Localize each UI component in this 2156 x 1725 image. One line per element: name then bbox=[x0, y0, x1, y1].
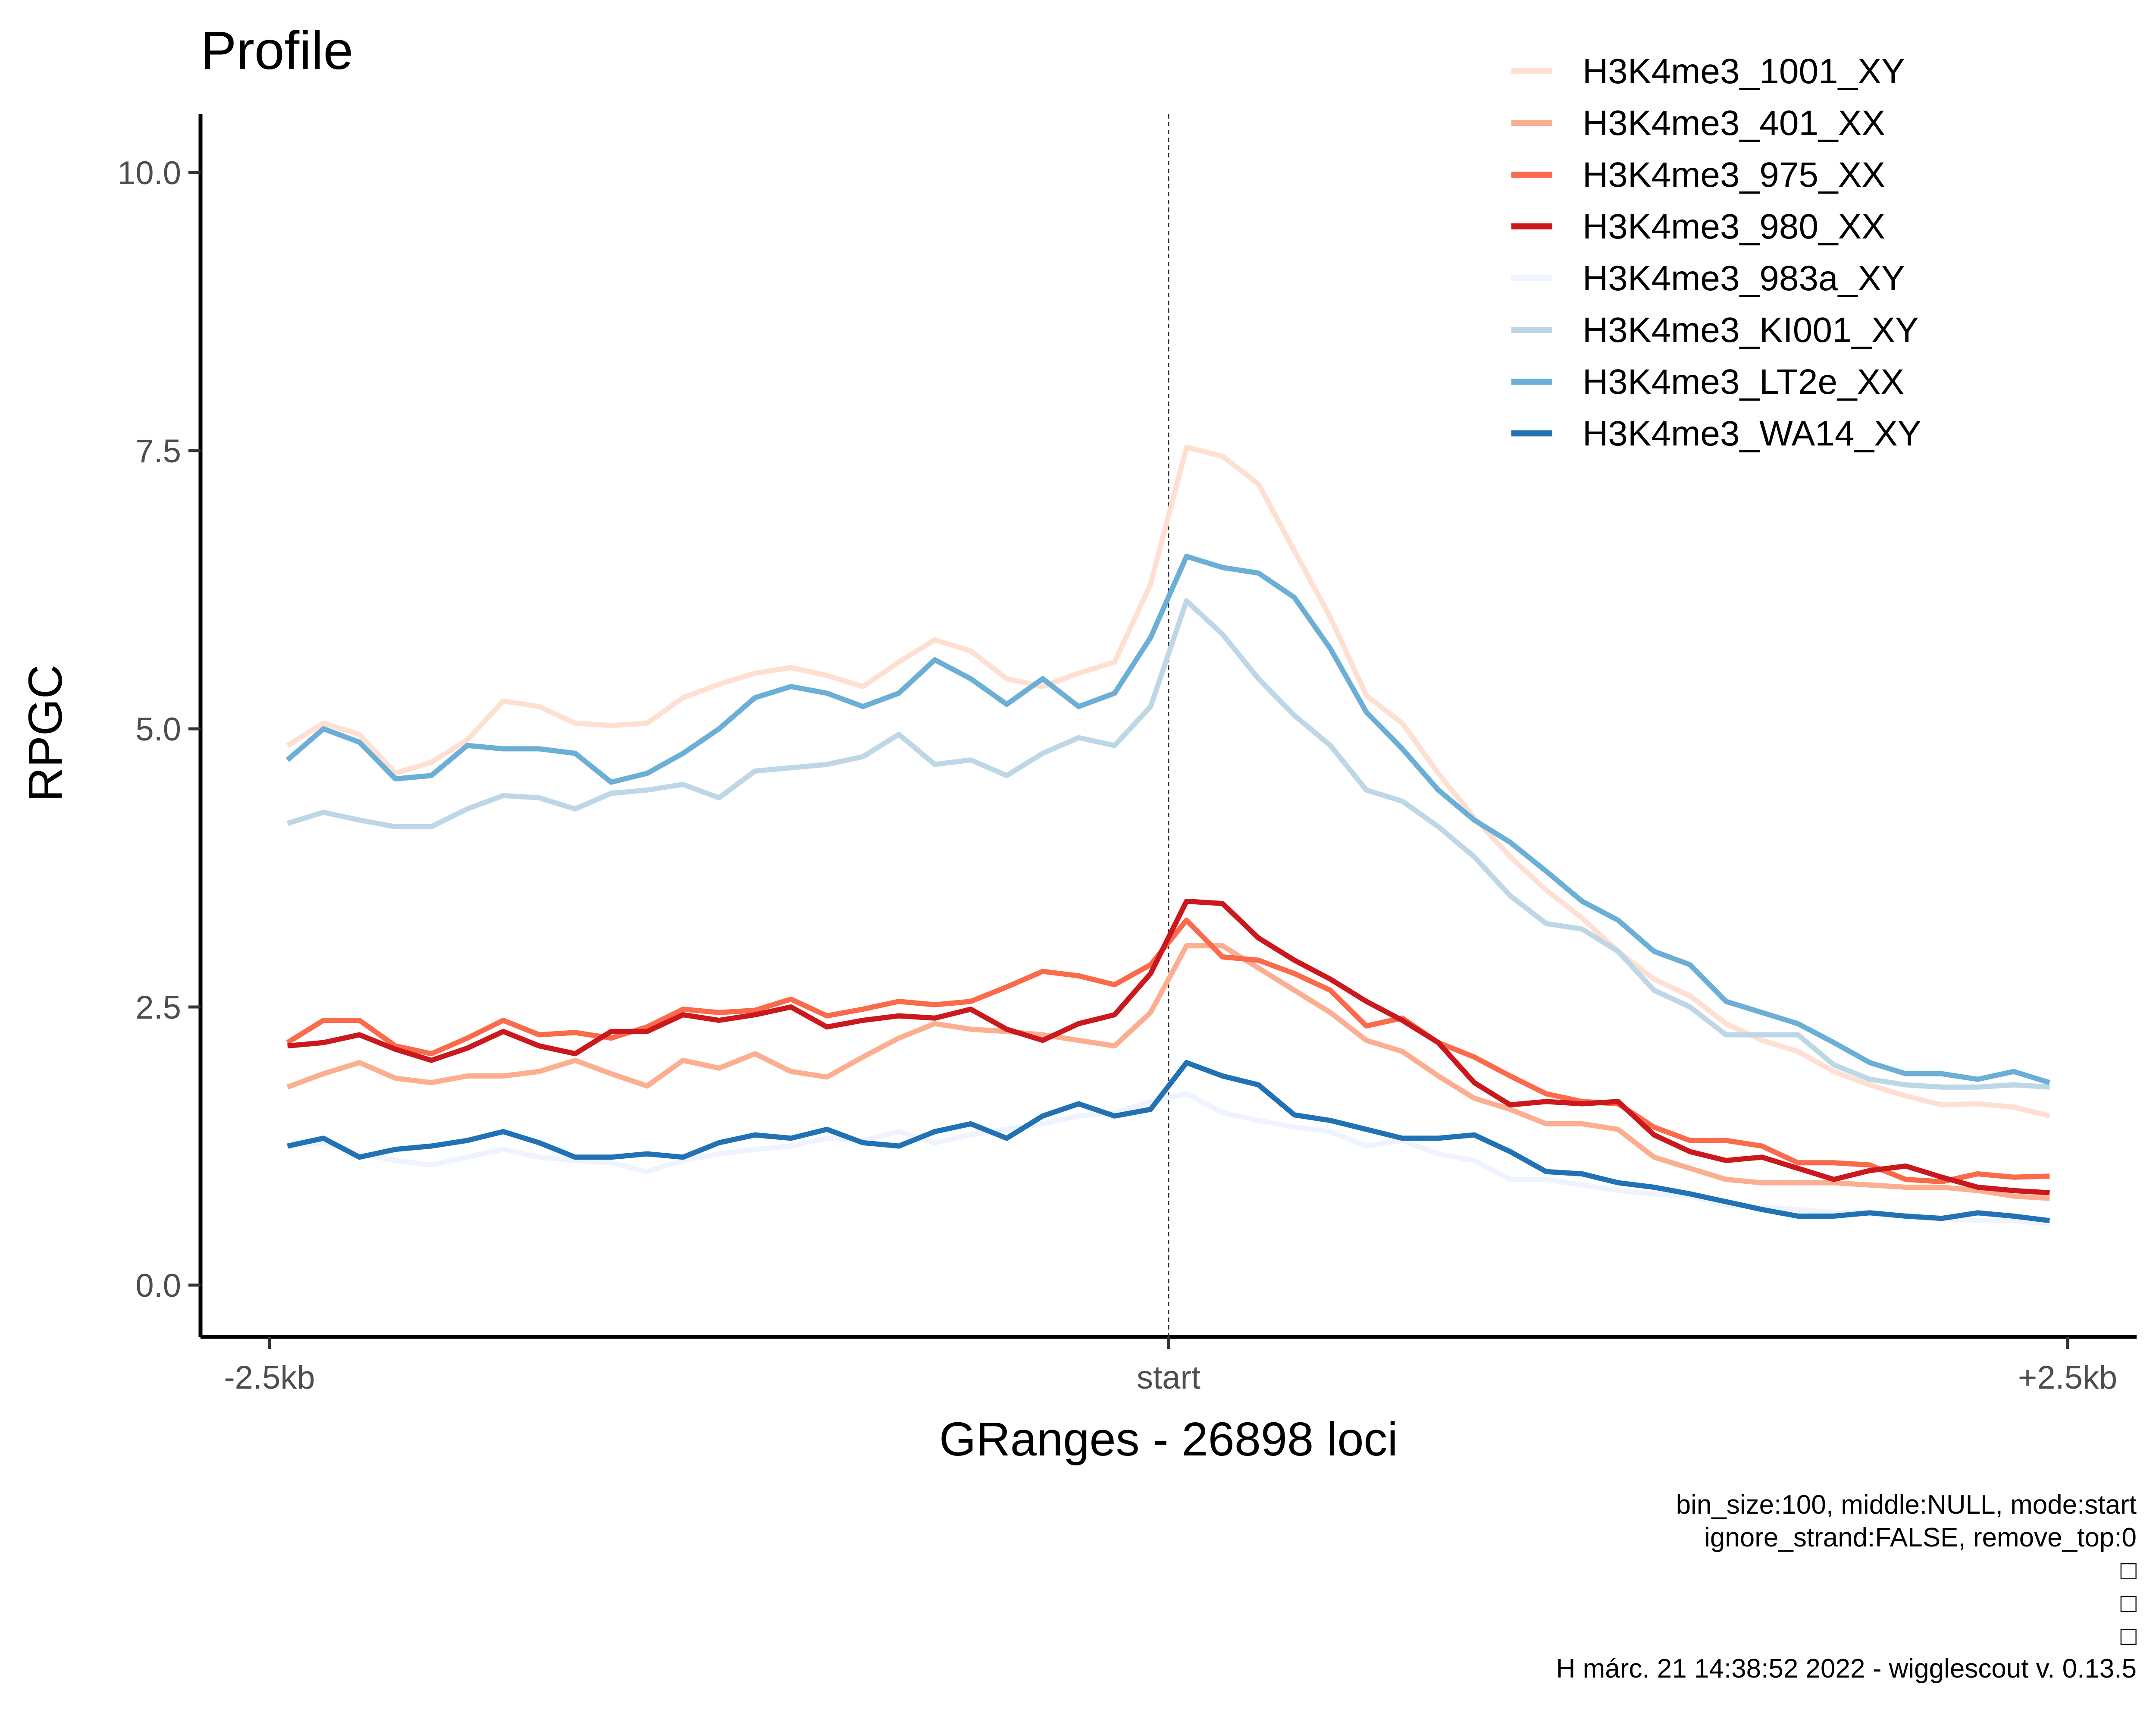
legend-label: H3K4me3_975_XX bbox=[1583, 155, 1885, 194]
legend-label: H3K4me3_983a_XY bbox=[1583, 259, 1905, 298]
y-axis-title: RPGC bbox=[19, 665, 72, 802]
series-line-H3K4me3_WA14_XY bbox=[287, 1060, 2050, 1223]
series-line-H3K4me3_401_XX bbox=[286, 943, 2050, 1201]
legend-label: H3K4me3_401_XX bbox=[1583, 104, 1885, 143]
series-line-H3K4me3_KI001_XY bbox=[286, 598, 2050, 1090]
series-line-H3K4me3_1001_XY bbox=[286, 445, 2050, 1119]
y-tick-label: 0.0 bbox=[135, 1267, 181, 1304]
y-tick-label: 7.5 bbox=[135, 433, 181, 470]
caption: bin_size:100, middle:NULL, mode:start ign… bbox=[1556, 1490, 2137, 1684]
legend-label: H3K4me3_LT2e_XX bbox=[1583, 362, 1904, 401]
caption-line: ignore_strand:FALSE, remove_top:0 bbox=[1704, 1523, 2137, 1552]
plot-area: 0.0 2.5 5.0 7.5 10.0 -2.5kb start +2.5kb bbox=[117, 114, 2137, 1396]
caption-line: H márc. 21 14:38:52 2022 - wigglescout v… bbox=[1556, 1654, 2137, 1684]
legend-label: H3K4me3_1001_XY bbox=[1583, 52, 1905, 91]
legend-label: H3K4me3_KI001_XY bbox=[1583, 310, 1919, 350]
caption-line: □ bbox=[2121, 1556, 2137, 1585]
y-tick-label: 2.5 bbox=[135, 989, 181, 1026]
x-axis-title: GRanges - 26898 loci bbox=[939, 1413, 1398, 1466]
x-tick-label: start bbox=[1137, 1359, 1200, 1396]
caption-line: □ bbox=[2121, 1621, 2137, 1651]
legend-label: H3K4me3_980_XX bbox=[1583, 207, 1885, 246]
chart-title: Profile bbox=[201, 21, 353, 81]
series-line-H3K4me3_LT2e_XX bbox=[285, 554, 2051, 1085]
caption-line: □ bbox=[2121, 1588, 2137, 1618]
x-tick-label: -2.5kb bbox=[224, 1359, 315, 1396]
x-tick-label: +2.5kb bbox=[2018, 1359, 2117, 1396]
y-tick-label: 5.0 bbox=[135, 711, 181, 748]
caption-line: bin_size:100, middle:NULL, mode:start bbox=[1676, 1490, 2137, 1520]
series-line-H3K4me3_980_XX bbox=[287, 898, 2050, 1195]
y-tick-label: 10.0 bbox=[117, 155, 181, 191]
legend-label: H3K4me3_WA14_XY bbox=[1583, 414, 1921, 453]
legend: H3K4me3_1001_XY H3K4me3_401_XX H3K4me3_975… bbox=[1511, 52, 1921, 453]
